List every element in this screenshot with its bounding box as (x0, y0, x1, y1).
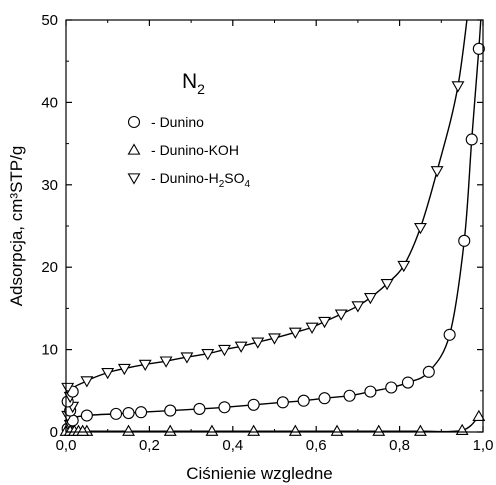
data-point (330, 424, 344, 436)
data-point (205, 424, 219, 436)
low-pressure-data-point (61, 382, 75, 395)
markers-layer (59, 42, 486, 436)
x-tick-label: 0,8 (389, 437, 410, 454)
y-tick-label: 0 (50, 424, 58, 441)
data-point (80, 409, 93, 422)
data-point (159, 356, 173, 368)
x-axis-title: Ciśnienie wzgledne (186, 464, 332, 483)
data-point (318, 316, 331, 329)
axes-layer: 0,0 0,2 0,4 0,6 0,8 1,0 0 10 20 30 40 50 Ciśnienie w… (7, 12, 493, 483)
legend-label-2: - Dunino-H2SO4 (151, 170, 251, 190)
y-tick-label: 40 (41, 94, 58, 111)
legend-label-0: - Dunino (151, 114, 204, 130)
data-point (397, 260, 411, 273)
data-point (343, 389, 356, 402)
data-point (268, 333, 281, 345)
data-point (218, 344, 231, 357)
data-point (109, 407, 123, 420)
data-point (288, 424, 302, 436)
data-point (372, 424, 386, 436)
data-point (414, 222, 427, 235)
data-point (363, 293, 377, 305)
data-point (234, 341, 248, 353)
data-point (138, 359, 152, 372)
data-point (297, 394, 310, 407)
data-point (451, 81, 465, 93)
legend: N2 - Dunino - Dunino-KOH - Dunino-H2SO4 (127, 70, 251, 190)
data-point (101, 367, 115, 380)
x-tick-label: 0,0 (56, 437, 77, 454)
data-point (455, 423, 469, 436)
y-tick-label: 50 (41, 12, 58, 29)
data-point (218, 401, 231, 414)
data-point (458, 234, 471, 247)
data-point (385, 381, 398, 394)
data-point (380, 279, 394, 291)
data-point (247, 424, 261, 436)
data-point (430, 166, 444, 178)
legend-marker-0 (127, 115, 141, 129)
data-point (472, 42, 485, 55)
data-point (164, 404, 177, 417)
x-tick-label: 0,6 (306, 437, 327, 454)
gas-label: N2 (182, 70, 205, 97)
data-point (201, 349, 215, 361)
data-point (443, 328, 456, 341)
data-point (414, 424, 427, 436)
data-point (351, 301, 365, 313)
data-point (122, 424, 135, 436)
data-point (247, 398, 260, 411)
data-point (305, 322, 319, 334)
x-tick-label: 1,0 (473, 437, 494, 454)
data-point (422, 365, 435, 378)
y-axis-title: Adsorpcja, cm³STP/g (7, 146, 26, 307)
data-point (465, 133, 478, 146)
legend-marker-1 (127, 143, 141, 155)
x-tick-label: 0,2 (139, 437, 160, 454)
data-point (251, 337, 265, 349)
x-tick-label: 0,4 (222, 437, 243, 454)
data-point (472, 409, 486, 422)
data-point (193, 402, 206, 415)
data-point (401, 376, 414, 389)
data-point (80, 376, 94, 388)
legend-marker-2 (127, 173, 141, 185)
data-point (334, 309, 348, 321)
data-point (135, 406, 148, 419)
data-point (163, 424, 177, 436)
data-point (288, 327, 302, 339)
y-tick-label: 20 (41, 259, 58, 276)
low-pressure-data-point (76, 424, 90, 436)
legend-label-1: - Dunino-KOH (151, 142, 239, 158)
data-point (180, 352, 194, 364)
y-tick-label: 30 (41, 177, 58, 194)
data-point (318, 392, 331, 405)
data-point (276, 396, 289, 409)
data-point (364, 385, 377, 398)
data-point (122, 406, 135, 420)
data-point (117, 363, 131, 376)
y-tick-label: 10 (41, 342, 58, 359)
